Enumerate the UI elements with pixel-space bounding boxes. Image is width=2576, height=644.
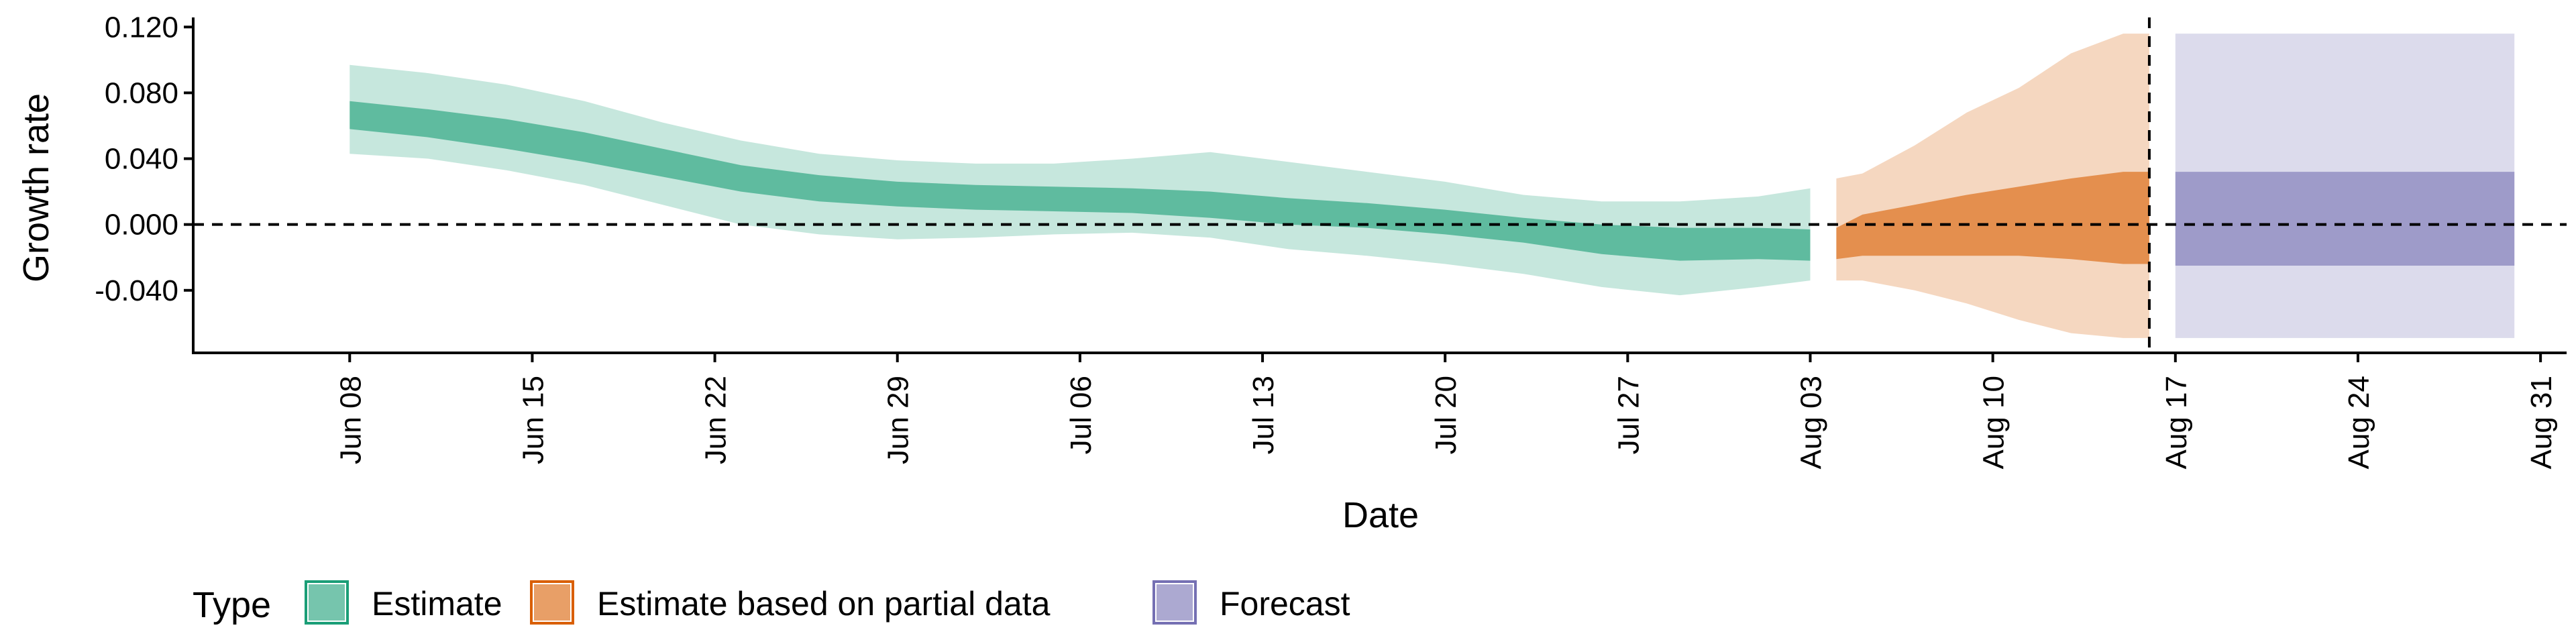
- axes: -0.040 0.000 0.040 0.080 0.120 Jun 08 Jun 15 Ju…: [95, 11, 2567, 469]
- y-tick-label: -0.040: [95, 274, 178, 307]
- y-tick-label: 0.120: [105, 11, 178, 44]
- reference-lines: [193, 17, 2567, 353]
- x-tick-label: Jun 15: [517, 376, 549, 464]
- y-tick-label: 0.040: [105, 143, 178, 176]
- estimate-based-on-partial-data-legend-swatch: [534, 584, 570, 621]
- estimate-based-on-partial-data-legend-label: Estimate based on partial data: [597, 585, 1051, 623]
- x-tick-label: Jun 22: [700, 376, 733, 464]
- x-tick-label: Jul 20: [1430, 376, 1462, 454]
- x-axis-title: Date: [1342, 495, 1419, 535]
- x-tick-label: Aug 24: [2343, 376, 2375, 469]
- x-tick-label: Jun 08: [334, 376, 367, 464]
- estimate-based-on-partial-data-inner-band: [1836, 172, 2149, 264]
- forecast-inner-band: [2175, 172, 2515, 266]
- legend: Type Estimate Estimate based on partial d…: [193, 580, 1350, 625]
- estimate-outer-band: [350, 64, 1811, 296]
- estimate-legend-swatch: [309, 584, 345, 621]
- forecast-legend-swatch: [1157, 584, 1193, 621]
- x-tick-label: Aug 31: [2525, 376, 2558, 469]
- y-tick-label: 0.080: [105, 76, 178, 109]
- x-tick-label: Jun 29: [882, 376, 915, 464]
- estimate-legend-label: Estimate: [372, 585, 502, 623]
- estimate-based-on-partial-data-legend-key: [530, 580, 574, 625]
- forecast-legend-label: Forecast: [1220, 585, 1350, 623]
- y-tick-label: 0.000: [105, 209, 178, 241]
- forecast-legend-key: [1152, 580, 1197, 625]
- legend-title: Type: [193, 585, 271, 625]
- x-tick-label: Aug 17: [2160, 376, 2193, 469]
- x-tick-label: Aug 03: [1795, 376, 1828, 469]
- estimate-legend-key: [305, 580, 349, 625]
- x-tick-label: Jul 13: [1247, 376, 1280, 454]
- bands-layer: [350, 34, 2515, 338]
- estimate-based-on-partial-data-outer-band: [1836, 34, 2149, 338]
- x-tick-label: Jul 27: [1612, 376, 1645, 454]
- estimate-inner-band: [350, 101, 1811, 261]
- x-tick-label: Jul 06: [1065, 376, 1097, 454]
- x-tick-label: Aug 10: [1978, 376, 2010, 469]
- y-axis-title: Growth rate: [16, 93, 56, 282]
